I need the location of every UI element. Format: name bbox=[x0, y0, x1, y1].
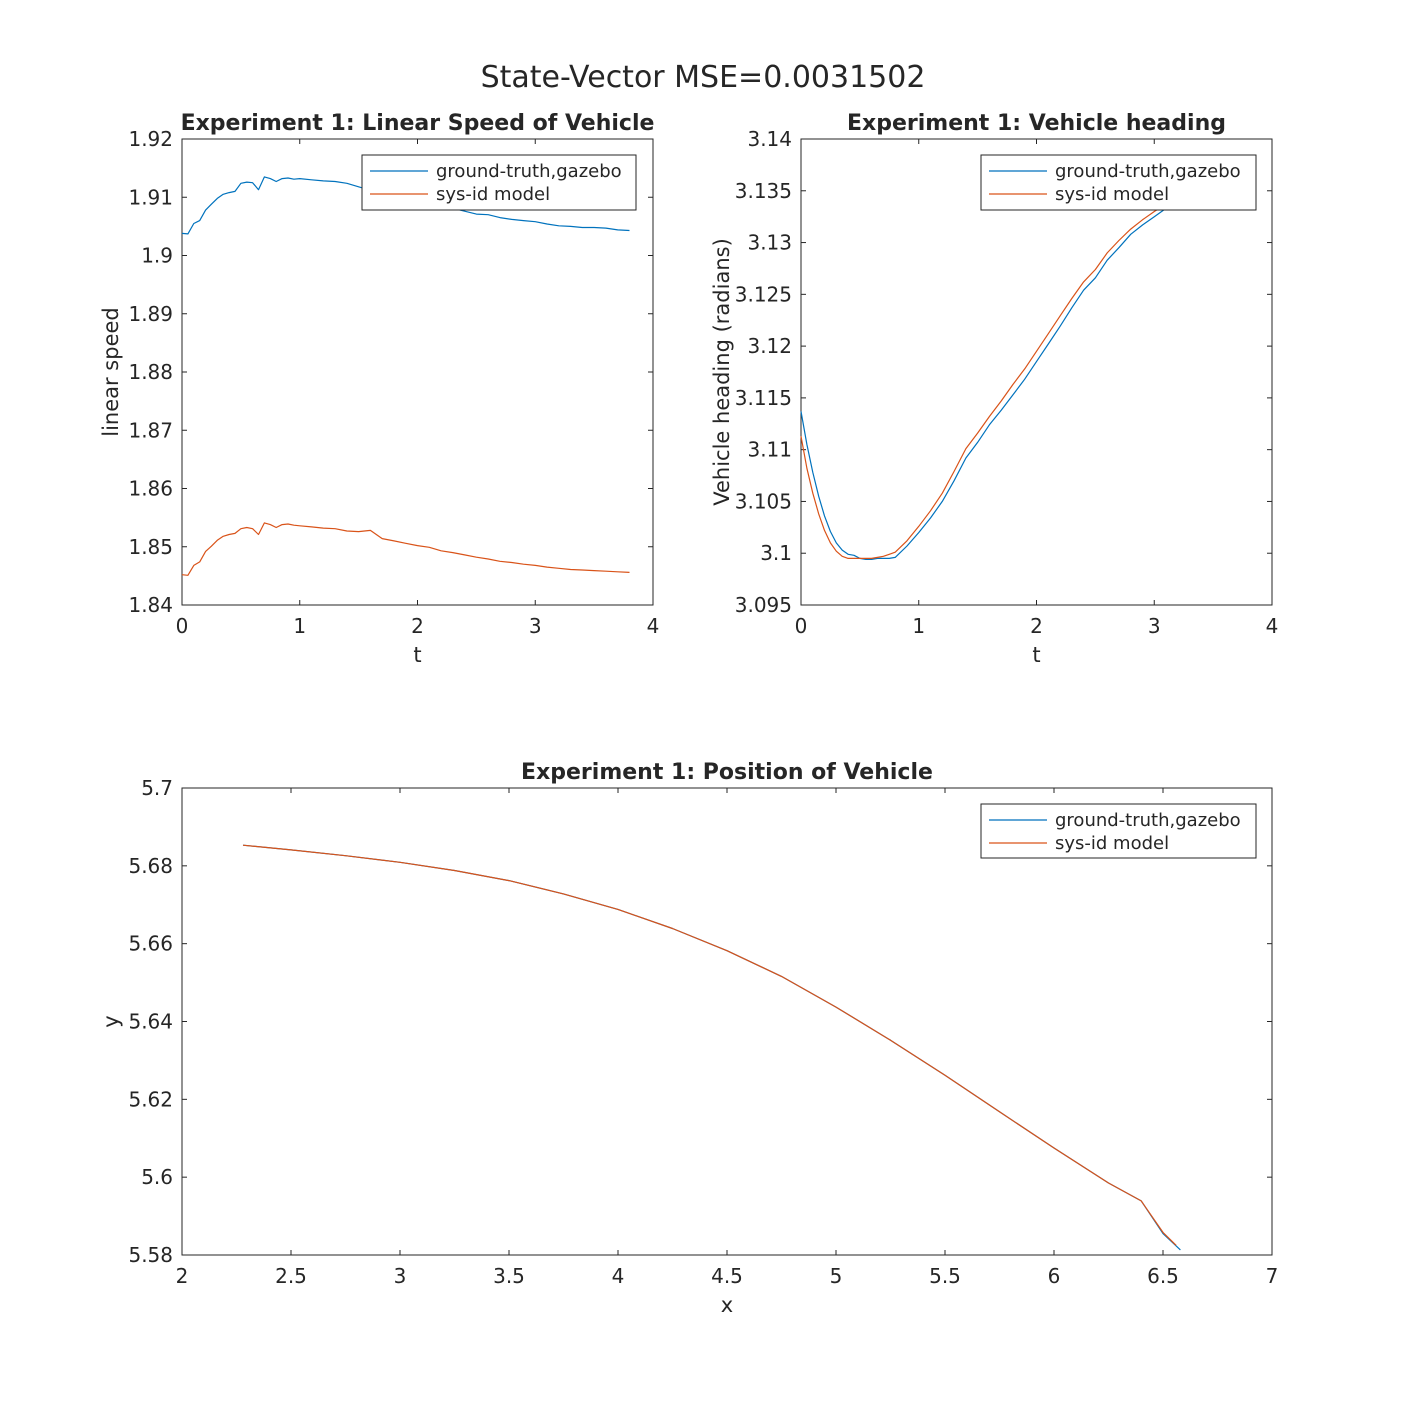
position-ytick-label: 5.58 bbox=[128, 1243, 173, 1267]
speed-legend-label: ground-truth,gazebo bbox=[436, 161, 622, 182]
position-xtick-label: 4.5 bbox=[711, 1264, 743, 1288]
position-ytick-label: 5.62 bbox=[128, 1087, 173, 1111]
speed-ytick-label: 1.84 bbox=[128, 593, 173, 617]
speed-xlabel: t bbox=[413, 643, 421, 667]
position-legend-label: ground-truth,gazebo bbox=[1055, 810, 1241, 831]
speed-ytick-label: 1.89 bbox=[128, 302, 173, 326]
position-ytick-label: 5.68 bbox=[128, 854, 173, 878]
speed-axes-box bbox=[181, 138, 654, 606]
heading-ytick-label: 3.125 bbox=[735, 282, 792, 306]
heading-plot: 0 1 2 3 4 3.095 3.1 3.105 3.11 3.115 3.12 3.125 3.13… bbox=[710, 111, 1278, 667]
position-series-sysid-line bbox=[242, 844, 1177, 1246]
heading-xtick-label: 0 bbox=[795, 614, 808, 638]
speed-ylabel: linear speed bbox=[99, 307, 123, 437]
position-xtick-label: 4 bbox=[612, 1264, 625, 1288]
speed-xtick-label: 4 bbox=[647, 614, 660, 638]
position-xtick-label: 3 bbox=[394, 1264, 407, 1288]
heading-series-ground-truth-line bbox=[800, 194, 1190, 561]
heading-ylabel: Vehicle heading (radians) bbox=[710, 238, 734, 506]
position-ytick-label: 5.7 bbox=[141, 776, 173, 800]
position-ylabel: y bbox=[99, 1015, 123, 1027]
position-ytick-label: 5.6 bbox=[141, 1165, 173, 1189]
position-xtick-label: 6.5 bbox=[1147, 1264, 1179, 1288]
heading-title: Experiment 1: Vehicle heading bbox=[847, 111, 1226, 136]
heading-xtick-label: 4 bbox=[1266, 614, 1279, 638]
heading-xtick-label: 1 bbox=[912, 614, 925, 638]
position-xtick-label: 2.5 bbox=[275, 1264, 307, 1288]
speed-ytick-label: 1.88 bbox=[128, 360, 173, 384]
speed-legend-label: sys-id model bbox=[436, 184, 550, 205]
position-ytick-label: 5.66 bbox=[128, 932, 173, 956]
speed-title: Experiment 1: Linear Speed of Vehicle bbox=[181, 111, 655, 136]
speed-ytick-label: 1.87 bbox=[128, 418, 173, 442]
speed-xtick-label: 3 bbox=[529, 614, 542, 638]
heading-xtick-label: 2 bbox=[1030, 614, 1043, 638]
heading-ytick-label: 3.11 bbox=[747, 438, 792, 462]
position-xtick-label: 5.5 bbox=[929, 1264, 961, 1288]
heading-xtick-label: 3 bbox=[1148, 614, 1161, 638]
heading-ytick-label: 3.13 bbox=[747, 231, 792, 255]
position-plot: 2 2.5 3 3.5 4 4.5 5 5.5 6 6.5 7 5.58 5.6 5.62 5.64 5.66… bbox=[99, 760, 1278, 1317]
speed-series-ground-truth-line bbox=[181, 176, 630, 235]
heading-ytick-label: 3.105 bbox=[735, 489, 792, 513]
speed-xtick-label: 2 bbox=[411, 614, 424, 638]
position-xtick-label: 2 bbox=[176, 1264, 189, 1288]
heading-ytick-label: 3.12 bbox=[747, 334, 792, 358]
position-xtick-label: 6 bbox=[1048, 1264, 1061, 1288]
position-xlabel: x bbox=[721, 1293, 733, 1317]
speed-xtick-label: 1 bbox=[293, 614, 306, 638]
speed-ytick-label: 1.92 bbox=[128, 127, 173, 151]
heading-xlabel: t bbox=[1032, 643, 1040, 667]
speed-ytick-label: 1.86 bbox=[128, 477, 173, 501]
position-legend-box bbox=[980, 803, 1257, 859]
heading-legend-label: sys-id model bbox=[1055, 184, 1169, 205]
heading-ytick-label: 3.095 bbox=[735, 593, 792, 617]
speed-series-sysid-line bbox=[181, 522, 630, 576]
position-xtick-label: 5 bbox=[830, 1264, 843, 1288]
speed-ytick-label: 1.9 bbox=[141, 244, 173, 268]
heading-ytick-label: 3.1 bbox=[760, 541, 792, 565]
position-xtick-label: 7 bbox=[1266, 1264, 1279, 1288]
heading-ytick-label: 3.14 bbox=[747, 127, 792, 151]
heading-legend-label: ground-truth,gazebo bbox=[1055, 161, 1241, 182]
heading-ytick-label: 3.135 bbox=[735, 179, 792, 203]
heading-ytick-label: 3.115 bbox=[735, 386, 792, 410]
position-xtick-label: 3.5 bbox=[493, 1264, 525, 1288]
speed-ytick-label: 1.85 bbox=[128, 535, 173, 559]
speed-xtick-label: 0 bbox=[176, 614, 189, 638]
heading-axes-box bbox=[800, 138, 1273, 606]
speed-legend-box bbox=[361, 154, 637, 211]
speed-ytick-label: 1.91 bbox=[128, 185, 173, 209]
heading-series-sysid-line bbox=[800, 192, 1190, 560]
figure-title: State-Vector MSE=0.0031502 bbox=[481, 60, 926, 95]
position-ytick-label: 5.64 bbox=[128, 1010, 173, 1034]
position-legend-label: sys-id model bbox=[1055, 833, 1169, 854]
position-title: Experiment 1: Position of Vehicle bbox=[521, 760, 933, 785]
heading-legend-box bbox=[980, 154, 1257, 211]
position-axes-box bbox=[181, 787, 1273, 1256]
speed-plot: 0 1 2 3 4 1.84 1.85 1.86 1.87 1.88 1.89 1.9 1.91 1.92… bbox=[99, 111, 659, 667]
